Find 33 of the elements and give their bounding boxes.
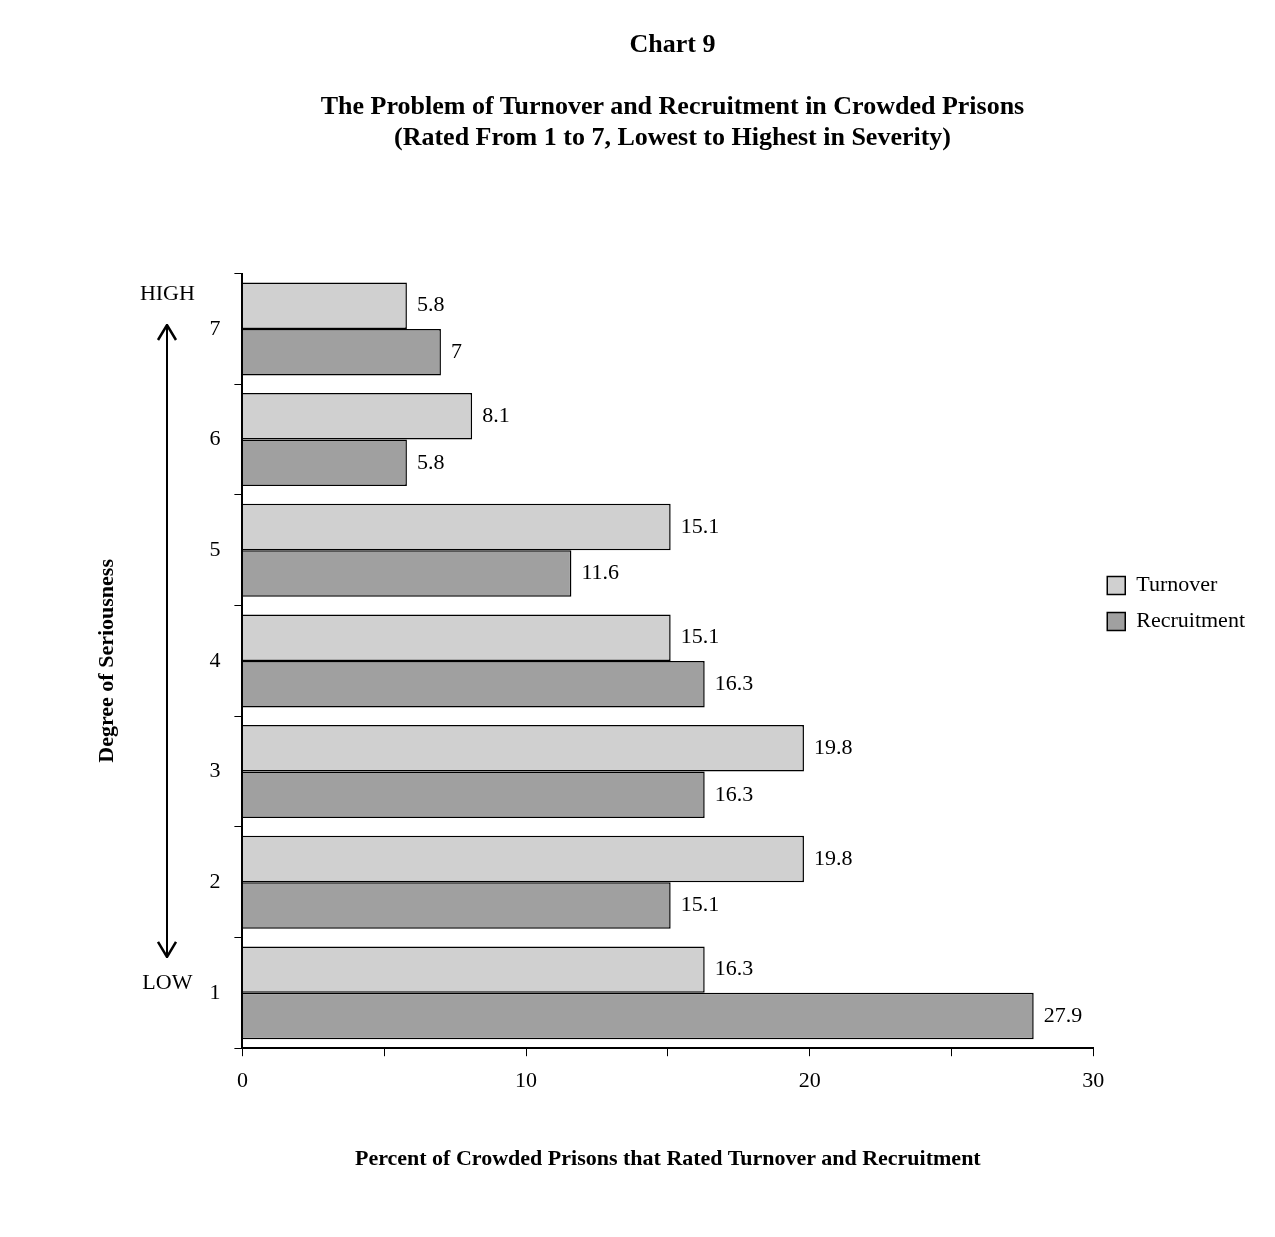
legend-label: Recruitment: [1136, 607, 1246, 633]
data-label: 16.3: [714, 955, 754, 981]
x-tick-label: 0: [236, 1067, 248, 1093]
y-tick-label: 3: [209, 757, 221, 783]
chart-subtitle: The Problem of Turnover and Recruitment in Crowded Prisons (Rated From 1 to 7, Lowest to Highest in Severity): [320, 90, 1025, 151]
data-label: 5.8: [416, 448, 445, 474]
x-axis-title: Percent of Crowded Prisons that Rated Turnover and Recruitment: [354, 1145, 982, 1171]
data-label: 19.8: [813, 734, 853, 760]
y-tick-label: 2: [209, 868, 221, 893]
data-label: 15.1: [680, 891, 720, 917]
chart-title: Chart 9: [629, 29, 716, 59]
text: HIGH: [139, 279, 195, 305]
y-axis-title: Degree of Seriousness: [92, 558, 118, 763]
data-label: 19.8: [813, 844, 853, 870]
data-label: 27.9: [1043, 1001, 1083, 1027]
text: LOW: [142, 968, 193, 994]
x-tick-label: 30: [1082, 1067, 1105, 1093]
data-label: 7: [450, 337, 462, 363]
data-label: 11.6: [581, 559, 620, 585]
data-label: 15.1: [680, 623, 720, 649]
legend-label: Turnover: [1136, 571, 1219, 597]
data-label: 8.1: [482, 402, 510, 428]
x-tick-label: 20: [798, 1067, 821, 1093]
y-tick-label: 6: [209, 425, 221, 451]
y-tick-label: 1: [209, 978, 221, 1004]
x-tick-label: 10: [515, 1067, 538, 1093]
data-label: 16.3: [714, 669, 754, 695]
data-label: 15.1: [680, 512, 720, 538]
data-label: 16.3: [714, 780, 754, 806]
y-tick-label: 7: [209, 314, 221, 340]
data-label: 5.8: [416, 291, 445, 317]
y-tick-label: 5: [209, 536, 221, 562]
y-tick-label: 4: [209, 646, 221, 672]
